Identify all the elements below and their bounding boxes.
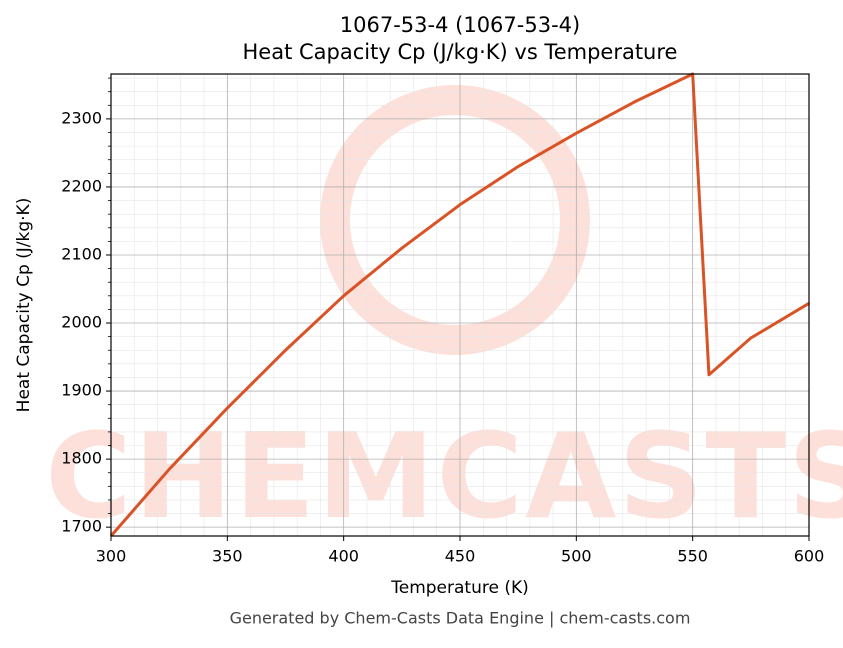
y-tick-label: 1800 xyxy=(61,449,102,468)
y-tick-label: 2100 xyxy=(61,244,102,263)
y-tick-label: 1700 xyxy=(61,517,102,536)
x-tick-label: 600 xyxy=(794,547,825,566)
y-tick-label: 1900 xyxy=(61,381,102,400)
chart-subtitle: Heat Capacity Cp (J/kg·K) vs Temperature xyxy=(243,40,678,64)
x-tick-label: 300 xyxy=(96,547,127,566)
y-tick-label: 2200 xyxy=(61,176,102,195)
watermark: CHEMCASTS xyxy=(45,407,843,545)
series-line xyxy=(109,72,810,537)
x-tick-label: 350 xyxy=(212,547,243,566)
chart-title: 1067-53-4 (1067-53-4) xyxy=(340,13,580,37)
x-axis-label: Temperature (K) xyxy=(390,578,529,598)
y-tick-label: 2000 xyxy=(61,313,102,332)
watermark-logo xyxy=(320,85,590,355)
x-tick-label: 550 xyxy=(677,547,708,566)
plot-frame xyxy=(110,73,810,537)
y-axis-label: Heat Capacity Cp (J/kg·K) xyxy=(14,198,34,413)
x-tick-label: 400 xyxy=(328,547,359,566)
x-tick-label: 500 xyxy=(561,547,592,566)
footer: Generated by Chem-Casts Data Engine | ch… xyxy=(230,609,691,628)
y-tick-label: 2300 xyxy=(61,108,102,127)
x-tick-label: 450 xyxy=(445,547,476,566)
